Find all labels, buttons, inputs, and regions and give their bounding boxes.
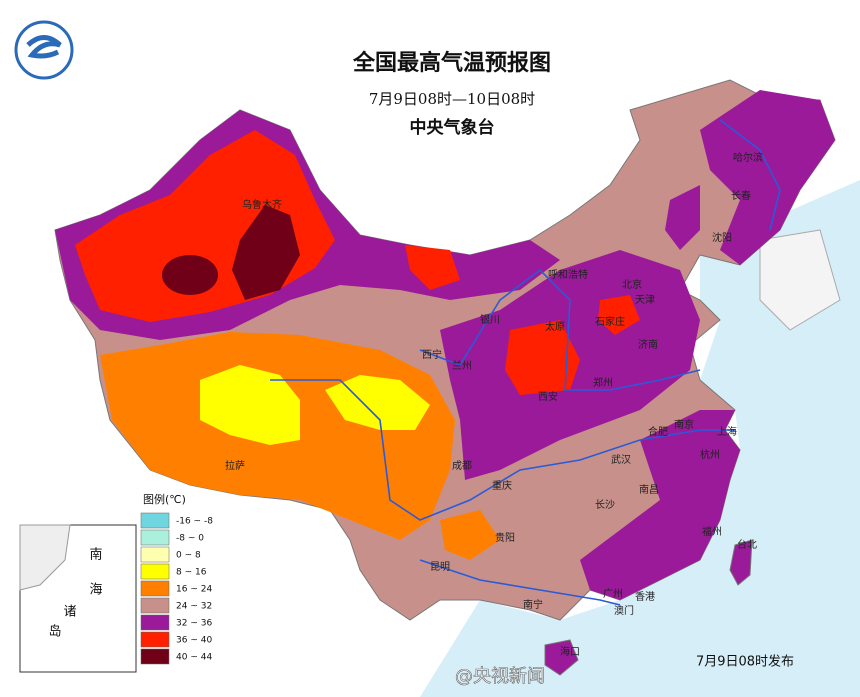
city-label: 哈尔滨 [733, 151, 763, 164]
yangtze-river [270, 379, 735, 521]
city-label: 澳门 [614, 604, 634, 617]
city-label: 石家庄 [595, 315, 625, 328]
city-label: 长春 [731, 190, 751, 202]
zone-32-36 [700, 90, 835, 265]
korea [759, 229, 841, 331]
city-label: 西宁 [422, 348, 442, 361]
city-label: 武汉 [611, 453, 631, 466]
city-label: 西安 [538, 390, 558, 403]
city-label: 南宁 [523, 598, 543, 611]
inset-label: 岛 [48, 624, 61, 640]
city-label: 银川 [480, 313, 500, 326]
city-label: 长沙 [595, 499, 615, 511]
city-label: 天津 [635, 294, 655, 306]
city-label: 重庆 [492, 479, 512, 492]
city-label: 沈阳 [712, 231, 732, 244]
legend-label: -8 ~ 0 [176, 534, 204, 544]
legend-title: 图例(℃) [143, 492, 186, 506]
zone-32-36 [580, 410, 740, 600]
city-label: 杭州 [700, 448, 720, 461]
city-label: 郑州 [593, 376, 613, 389]
hainan [544, 639, 579, 676]
city-label: 昆明 [430, 561, 450, 573]
agency: 中央气象台 [410, 117, 495, 138]
legend-swatch [140, 546, 170, 563]
city-label: 合肥 [648, 425, 668, 438]
city-label: 北京 [622, 278, 642, 291]
city-label: 台北 [737, 538, 757, 551]
legend-label: 40 ~ 44 [176, 653, 212, 663]
city-label: 南昌 [639, 483, 659, 496]
inset-label: 海 [89, 583, 102, 598]
watermark: @央视新闻 [455, 666, 545, 687]
legend-label: 16 ~ 24 [176, 585, 212, 595]
legend-label: 0 ~ 8 [176, 551, 201, 561]
legend-swatch [140, 512, 170, 529]
legend-label: 36 ~ 40 [176, 636, 212, 646]
city-label: 兰州 [452, 359, 472, 372]
legend: 图例(℃) -16 ~ -8 -8 ~ 0 0 ~ 8 8 ~ 16 16 ~ 24 24… [140, 492, 213, 665]
city-label: 济南 [638, 338, 658, 351]
legend-swatch [140, 631, 170, 648]
legend-swatch [140, 648, 170, 665]
title: 全国最高气温预报图 [352, 50, 551, 76]
zone-36-40 [505, 320, 580, 395]
issued: 7月9日08时发布 [696, 654, 794, 670]
zone-36-40 [405, 245, 460, 290]
legend-swatch [140, 580, 170, 597]
city-label: 福州 [702, 525, 722, 538]
zone-36-40 [598, 295, 640, 335]
zone-40-44 [232, 205, 300, 300]
taiwan [729, 539, 753, 586]
legend-label: 32 ~ 36 [176, 619, 212, 629]
logo-mark [26, 35, 62, 59]
city-label: 拉萨 [225, 459, 245, 472]
zone-32-36 [665, 185, 700, 250]
inset-label: 南 [89, 547, 102, 563]
zone-8-16 [325, 375, 430, 430]
city-label: 太原 [545, 320, 565, 333]
legend-swatch [140, 563, 170, 580]
city-label: 海口 [560, 645, 580, 658]
pearl-river [419, 559, 621, 606]
city-label: 广州 [603, 588, 623, 600]
yellow-river [419, 268, 701, 391]
zone-8-16 [200, 365, 300, 445]
city-label: 乌鲁木齐 [242, 198, 282, 211]
songhua-river [719, 119, 781, 231]
zone-40-44 [162, 255, 218, 295]
inset-land [19, 524, 71, 591]
legend-swatch [140, 529, 170, 546]
city-label: 南京 [674, 418, 694, 431]
zone-16-24 [440, 510, 500, 560]
logo [14, 20, 74, 80]
legend-label: 24 ~ 32 [176, 602, 212, 612]
inset-label: 诸 [63, 605, 76, 620]
legend-label: 8 ~ 16 [176, 568, 207, 578]
city-label: 香港 [635, 591, 655, 603]
city-label: 呼和浩特 [548, 269, 588, 281]
city-label: 成都 [452, 460, 472, 472]
legend-label: -16 ~ -8 [176, 517, 213, 527]
legend-swatch [140, 614, 170, 631]
city-label: 贵阳 [495, 531, 515, 544]
subtitle: 7月9日08时—10日08时 [369, 90, 535, 108]
legend-swatch [140, 597, 170, 614]
city-label: 上海 [717, 425, 737, 438]
